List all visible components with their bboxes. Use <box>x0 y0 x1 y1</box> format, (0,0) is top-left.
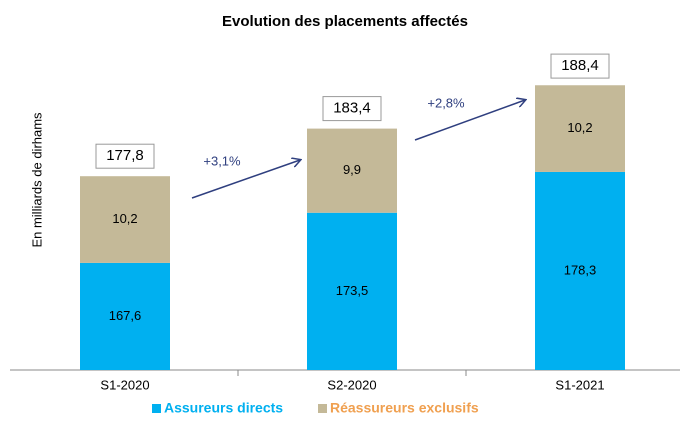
value-label: 10,2 <box>567 120 592 135</box>
total-box <box>322 96 382 122</box>
x-tick-label: S2-2020 <box>327 377 376 392</box>
total-box <box>550 53 610 79</box>
growth-arrow <box>414 100 525 141</box>
bar-segment <box>535 85 625 172</box>
total-label: 183,4 <box>333 100 371 117</box>
legend-swatch <box>318 404 327 413</box>
total-label: 188,4 <box>561 57 599 74</box>
legend-swatch <box>152 404 161 413</box>
value-label: 167,6 <box>109 308 142 323</box>
legend-label: Assureurs directs <box>164 400 283 416</box>
total-box <box>95 143 155 169</box>
bar-segment <box>80 262 170 370</box>
value-label: 178,3 <box>564 262 597 277</box>
y-axis-label: En milliards de dirhams <box>29 112 44 248</box>
chart-title: Evolution des placements affectés <box>222 13 468 30</box>
value-label: 10,2 <box>112 211 137 226</box>
annotation: +2,8% <box>427 95 465 110</box>
annotation: +3,1% <box>203 153 241 168</box>
growth-arrow <box>191 160 300 199</box>
x-tick-label: S1-2021 <box>555 377 604 392</box>
value-label: 9,9 <box>343 162 361 177</box>
x-tick-label: S1-2020 <box>100 377 149 392</box>
bar-segment <box>535 171 625 370</box>
value-label: 173,5 <box>336 283 369 298</box>
bar-segment <box>80 176 170 263</box>
bar-segment <box>307 212 397 370</box>
bar-segment <box>307 128 397 213</box>
legend-label: Réassureurs exclusifs <box>330 400 479 416</box>
total-label: 177,8 <box>106 147 144 164</box>
